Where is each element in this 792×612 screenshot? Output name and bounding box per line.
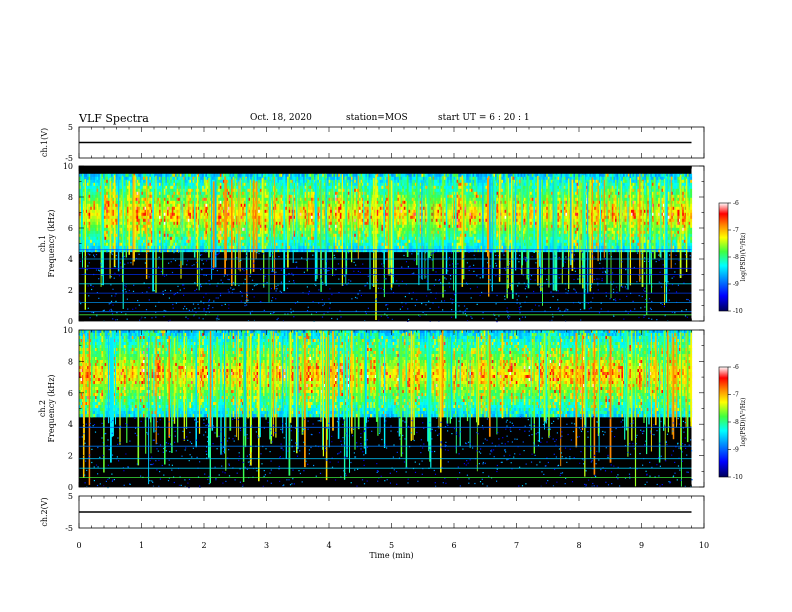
spectrogram-ch2-colorbar-tick: -10 [733, 474, 743, 481]
spectrogram-ch1-colorbar-tick: -9 [733, 281, 739, 288]
x-tick-label: 10 [699, 541, 709, 550]
x-tick-label: 6 [451, 541, 456, 550]
waveform-ch1-ytick: 5 [68, 123, 73, 132]
spectrogram-ch2-colorbar [719, 367, 728, 477]
spectrogram-ch2-ylabel: ch.2 [38, 400, 47, 417]
x-tick-label: 1 [139, 541, 144, 550]
spectrogram-ch2-ytick: 10 [63, 326, 73, 335]
x-axis-label: Time (min) [369, 551, 413, 560]
waveform-ch2-ylabel: ch.2(V) [40, 497, 49, 526]
spectrogram-ch1-ytick: 6 [68, 224, 73, 233]
spectrogram-ch1-colorbar-tick: -8 [733, 254, 739, 261]
x-tick-label: 9 [639, 541, 644, 550]
spectrogram-ch2-ytick: 8 [68, 357, 73, 366]
spectrogram-ch2-colorbar-tick: -6 [733, 364, 739, 371]
spectrogram-ch2-colorbar-label: log(PSD)(V²/Hz) [740, 398, 747, 447]
x-tick-label: 3 [264, 541, 269, 550]
spectrogram-ch2-ytick: 6 [68, 389, 73, 398]
spectrogram-ch2-ytick: 0 [68, 483, 73, 492]
spectrogram-ch1-ytick: 0 [68, 317, 73, 326]
spectrogram-ch2-ytick: 2 [68, 452, 73, 461]
spectrogram-ch1-colorbar-tick: -6 [733, 200, 739, 207]
spectrogram-ch2-colorbar-tick: -7 [733, 392, 739, 399]
spectrogram-ch1-ytick: 4 [68, 255, 73, 264]
spectrogram-ch1-ytick: 8 [68, 193, 73, 202]
spectrogram-ch2-ylabel: Frequency (kHz) [47, 374, 56, 442]
spectrogram-ch1-ytick: 2 [68, 286, 73, 295]
spectrogram-ch1-colorbar-label: log(PSD)(V²/Hz) [740, 233, 747, 282]
x-tick-label: 0 [76, 541, 81, 550]
spectrogram-ch1-colorbar-tick: -10 [733, 308, 743, 315]
spectrogram-ch1-colorbar-tick: -7 [733, 227, 739, 234]
x-tick-label: 5 [389, 541, 394, 550]
waveform-ch1-ylabel: ch.1(V) [40, 128, 49, 157]
spectrogram-ch1-colorbar [719, 203, 728, 311]
spectrogram-ch1-ylabel: Frequency (kHz) [47, 209, 56, 277]
spectrogram-ch2-ytick: 4 [68, 420, 73, 429]
spectrogram-ch2-colorbar-tick: -8 [733, 419, 739, 426]
spectrogram-ch1-ytick: 10 [63, 162, 73, 171]
x-tick-label: 8 [576, 541, 581, 550]
x-tick-label: 7 [514, 541, 519, 550]
spectrogram-ch2-image [79, 330, 693, 488]
spectrogram-ch1-image [79, 166, 692, 322]
x-tick-label: 2 [201, 541, 206, 550]
spectrogram-ch2-colorbar-tick: -9 [733, 447, 739, 454]
waveform-ch2-ytick: 5 [68, 492, 73, 501]
x-tick-label: 4 [326, 541, 331, 550]
waveform-ch2-ytick: -5 [65, 524, 73, 533]
spectrogram-ch1-ylabel: ch.1 [38, 235, 47, 252]
